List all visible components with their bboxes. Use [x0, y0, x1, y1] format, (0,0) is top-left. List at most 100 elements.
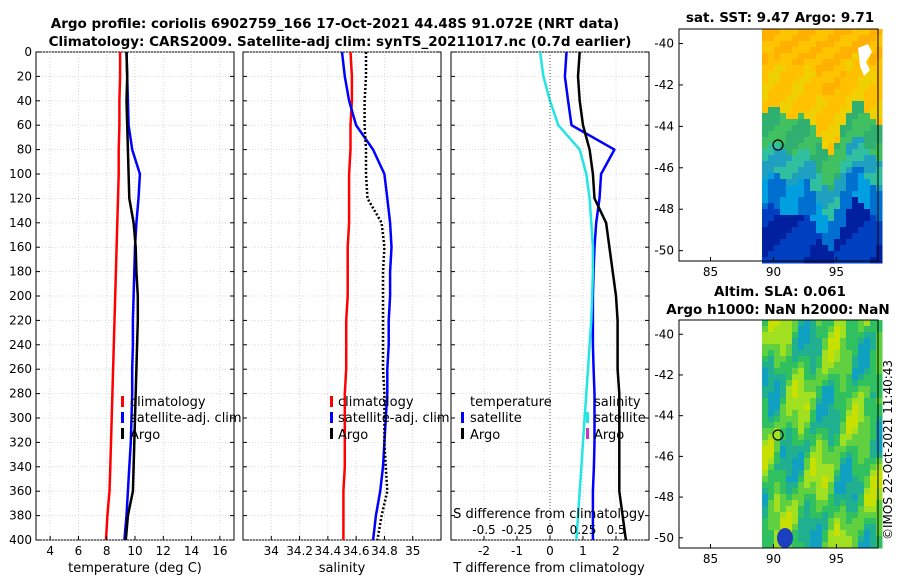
sla-cell — [786, 452, 793, 459]
sst-cell — [852, 149, 859, 156]
sla-cell — [774, 518, 781, 525]
sla-cell — [822, 422, 829, 429]
top-tick-label: -0.5 — [472, 523, 495, 537]
sst-cell — [816, 155, 823, 162]
depth-tick-label: 20 — [17, 69, 32, 83]
sst-cell — [822, 215, 829, 222]
sla-cell — [798, 398, 805, 405]
sst-cell — [768, 143, 775, 150]
sst-cell — [852, 167, 859, 174]
sla-cell — [786, 380, 793, 387]
sst-cell — [828, 185, 835, 192]
sst-cell — [786, 185, 793, 192]
difference-panel: -2 -1 0 1 2 T difference from climatology S … — [450, 51, 650, 576]
sla-cell — [876, 452, 883, 459]
sla-cell — [834, 398, 841, 405]
sla-cell — [828, 320, 835, 327]
sla-cell — [870, 410, 877, 417]
sla-cell — [834, 458, 841, 465]
sla-cell — [852, 476, 859, 483]
sst-cell — [864, 209, 871, 216]
sla-cell — [792, 404, 799, 411]
sla-cell — [768, 398, 775, 405]
x-tick-label: 2 — [612, 544, 620, 558]
sla-cell — [828, 542, 835, 549]
sla-cell — [870, 422, 877, 429]
sla-cell — [780, 320, 787, 327]
sla-cell — [828, 464, 835, 471]
sst-cell — [798, 125, 805, 132]
sla-cell — [858, 530, 865, 537]
sla-cell — [774, 374, 781, 381]
sst-cell — [846, 47, 853, 54]
legend-swatch-sal-argo — [586, 428, 589, 439]
sst-cell — [762, 83, 769, 90]
sst-cell — [786, 257, 793, 264]
sla-cell — [834, 512, 841, 519]
sla-cell — [774, 434, 781, 441]
sst-cell — [816, 35, 823, 42]
sst-cell — [852, 191, 859, 198]
sla-cell — [780, 416, 787, 423]
sst-cell — [846, 59, 853, 66]
sst-cell — [870, 167, 877, 174]
sla-cell — [858, 320, 865, 327]
sla-cell — [798, 380, 805, 387]
sla-cell — [798, 530, 805, 537]
sst-cell — [774, 251, 781, 258]
sla-cell — [852, 344, 859, 351]
sst-cell — [798, 239, 805, 246]
sla-cell — [840, 344, 847, 351]
sst-cell — [876, 155, 883, 162]
legend-label-climatology: climatology — [130, 395, 206, 410]
sst-cell — [786, 83, 793, 90]
sla-cell — [852, 506, 859, 513]
sst-cell — [876, 245, 883, 252]
sla-cell — [798, 446, 805, 453]
sst-cell — [840, 215, 847, 222]
sst-cell — [774, 203, 781, 210]
sla-cell — [804, 488, 811, 495]
sla-cell — [852, 524, 859, 531]
sst-cell — [768, 35, 775, 42]
sst-cell — [810, 257, 817, 264]
sla-cell — [768, 326, 775, 333]
sla-cell — [786, 518, 793, 525]
sla-cell — [870, 350, 877, 357]
sla-cell — [780, 452, 787, 459]
sla-cell — [858, 422, 865, 429]
sla-cell — [798, 542, 805, 549]
sla-cell — [834, 380, 841, 387]
sst-cell — [816, 41, 823, 48]
sst-cell — [834, 137, 841, 144]
sst-cell — [810, 173, 817, 180]
sla-cell — [828, 506, 835, 513]
sla-cell — [858, 524, 865, 531]
sla-cell — [876, 440, 883, 447]
sla-cell — [834, 362, 841, 369]
sla-cell — [780, 500, 787, 507]
sla-cell — [780, 506, 787, 513]
sst-cell — [810, 59, 817, 66]
sst-cell — [762, 143, 769, 150]
sst-cell — [804, 239, 811, 246]
sla-cell — [816, 416, 823, 423]
sla-cell — [876, 326, 883, 333]
sst-cell — [762, 29, 769, 36]
sst-cell — [804, 29, 811, 36]
sla-cell — [858, 404, 865, 411]
sst-cell — [792, 53, 799, 60]
sla-cell — [852, 464, 859, 471]
sst-cell — [768, 47, 775, 54]
sla-cell — [762, 344, 769, 351]
sla-cell — [810, 458, 817, 465]
sst-cell — [798, 41, 805, 48]
sla-cell — [858, 350, 865, 357]
sla-cell — [816, 470, 823, 477]
sst-cell — [834, 179, 841, 186]
sst-cell — [792, 47, 799, 54]
sst-cell — [852, 41, 859, 48]
sst-cell — [870, 131, 877, 138]
sst-cell — [762, 173, 769, 180]
sst-cell — [762, 35, 769, 42]
